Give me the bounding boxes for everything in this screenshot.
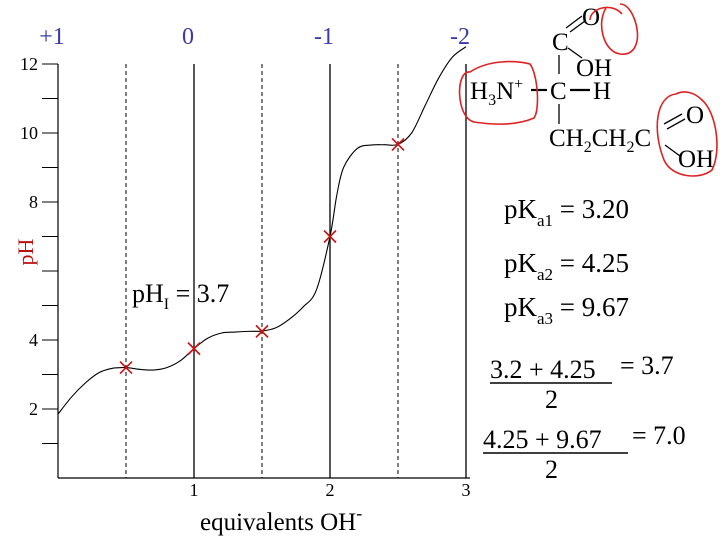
marker-stroke <box>119 361 133 375</box>
annotation-circles <box>458 3 718 177</box>
calc2-result: = 7.0 <box>632 421 686 450</box>
phi-main: pH <box>132 279 164 308</box>
side-hydroxyl: OH <box>678 146 714 173</box>
side-sub-1: 2 <box>584 139 592 156</box>
pka3-main: pK <box>504 292 538 322</box>
pka2-sub: a2 <box>537 265 553 284</box>
glutamate-structure: O C OH H3N+ C H CH2CH2C O OH <box>470 4 714 173</box>
pka1-main: pK <box>504 194 538 224</box>
y-tick-label: 12 <box>20 54 38 74</box>
charge-label: +1 <box>39 24 65 50</box>
y-tick-label: 4 <box>29 330 38 350</box>
amino-h: H <box>470 78 488 105</box>
x-tick-label: 2 <box>326 480 335 500</box>
y-tick-label: 10 <box>20 123 38 143</box>
charge-label: -1 <box>314 24 334 50</box>
phi-sub: I <box>164 296 169 313</box>
side-co-double-bond-1 <box>663 113 683 125</box>
pka1-sub: a1 <box>537 211 553 230</box>
alpha-carbon: C <box>550 78 567 105</box>
phi-value: = 3.7 <box>169 279 229 308</box>
y-axis-ticks: 2 4 8 10 12 <box>20 54 58 444</box>
top-c-oh-bond <box>567 47 583 59</box>
calc1-numerator: 3.2 + 4.25 <box>490 355 596 384</box>
y-tick-label: 8 <box>29 192 38 212</box>
calc1-result: = 3.7 <box>620 351 674 380</box>
side-ch-1: CH <box>549 125 584 152</box>
x-axis-title: equivalents OH- <box>200 503 362 536</box>
marker-stroke <box>391 137 405 151</box>
marker-stroke <box>187 342 201 356</box>
top-oh-circle <box>589 3 639 55</box>
pka2-main: pK <box>504 248 538 278</box>
chart-axes <box>57 64 470 479</box>
pka1-annotation: pKa1 = 3.20 <box>504 194 629 230</box>
top-co-double-bond-2 <box>569 20 586 33</box>
amino-3: 3 <box>488 92 496 109</box>
marker-stroke <box>255 324 269 338</box>
x-tick-label: 3 <box>462 480 471 500</box>
side-co-double-bond-2 <box>666 118 686 130</box>
calc2-numerator: 4.25 + 9.67 <box>483 425 602 454</box>
pka-marker <box>391 137 405 151</box>
pka1-value: = 3.20 <box>553 194 629 224</box>
side-c-oh-bond <box>664 144 681 157</box>
charge-label: -2 <box>450 24 470 50</box>
pka2-annotation: pKa2 = 4.25 <box>504 248 629 284</box>
pka-marker <box>187 342 201 356</box>
top-carboxyl-carbon: C <box>552 29 569 56</box>
pka2-value: = 4.25 <box>553 248 629 278</box>
amino-circle <box>458 60 539 125</box>
phi-annotation: pHI = 3.7 <box>132 279 229 313</box>
calc-1: 3.2 + 4.25 2 = 3.7 <box>490 351 674 414</box>
y-axis-title: pH <box>13 238 38 265</box>
side-ch-2: CH <box>592 125 627 152</box>
x-axis-title-main: equivalents OH <box>200 509 356 536</box>
pka3-sub: a3 <box>537 309 553 328</box>
top-co-double-bond-1 <box>565 15 583 29</box>
amino-n: N <box>496 78 514 105</box>
pka-marker <box>323 229 337 244</box>
pka3-annotation: pKa3 = 9.67 <box>504 292 629 328</box>
top-hydroxyl: OH <box>576 55 612 82</box>
charge-labels: +1 0 -1 -2 <box>39 24 470 50</box>
x-tick-label: 1 <box>190 480 199 500</box>
y-tick-label: 2 <box>29 399 38 419</box>
side-carbonyl-oxygen: O <box>686 102 704 129</box>
calc-2: 4.25 + 9.67 2 = 7.0 <box>483 421 686 484</box>
pka-marker <box>255 324 269 338</box>
marker-stroke <box>323 229 337 244</box>
side-sub-2: 2 <box>626 139 634 156</box>
pka-markers <box>119 137 405 375</box>
alpha-hydrogen: H <box>593 78 611 105</box>
x-axis-ticks: 1 2 3 <box>190 480 471 500</box>
amino-group: H3N+ <box>470 76 523 109</box>
calc2-denominator: 2 <box>545 455 558 484</box>
charge-label: 0 <box>182 24 194 50</box>
pka3-value: = 9.67 <box>553 292 629 322</box>
side-oh-circle <box>656 91 718 177</box>
pka-marker <box>119 361 133 375</box>
equivalence-lines <box>125 64 467 478</box>
side-chain: CH2CH2C <box>549 125 651 156</box>
x-axis-title-superscript: - <box>356 503 362 523</box>
side-c: C <box>634 125 651 152</box>
calc1-denominator: 2 <box>545 385 558 414</box>
amino-plus: + <box>514 76 523 93</box>
